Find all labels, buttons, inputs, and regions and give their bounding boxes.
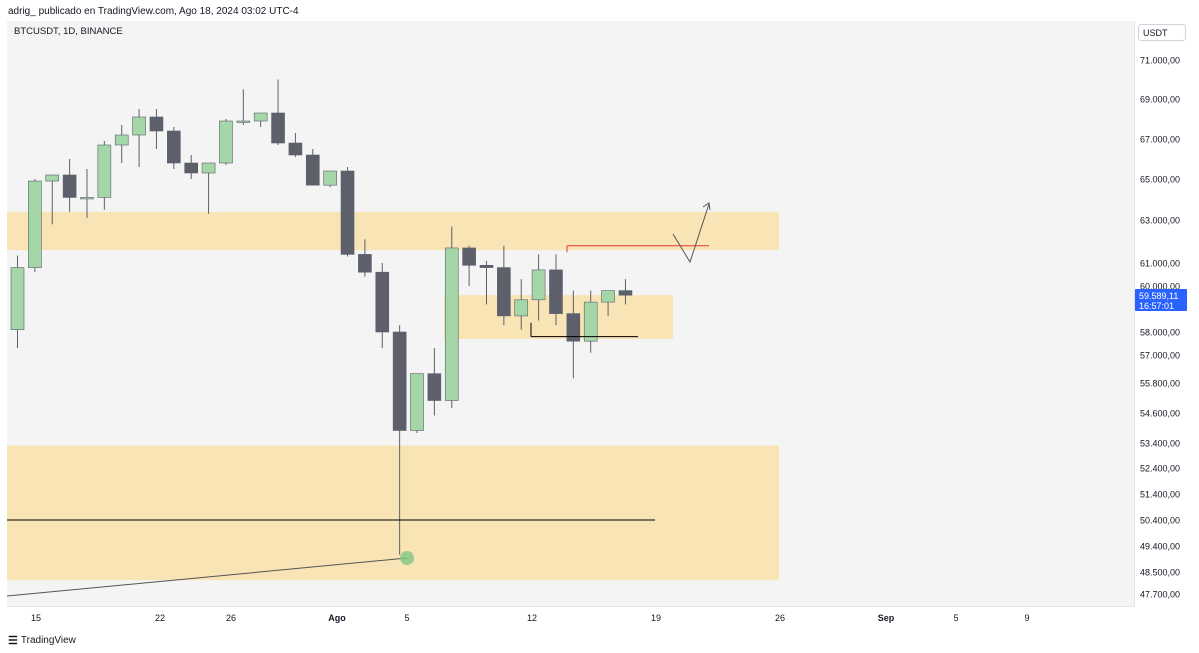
candle-body bbox=[340, 170, 355, 255]
candle-body bbox=[219, 120, 233, 164]
candle-body bbox=[271, 112, 285, 144]
tradingview-footer[interactable]: ☰ TradingView bbox=[8, 634, 76, 647]
candle-body bbox=[201, 162, 216, 174]
candle-body bbox=[184, 162, 198, 174]
time-axis[interactable] bbox=[7, 606, 1134, 629]
candle-body bbox=[392, 331, 407, 431]
candle-body bbox=[132, 116, 146, 136]
candle-body bbox=[444, 247, 459, 401]
candle-body bbox=[80, 197, 94, 200]
candle-body bbox=[358, 254, 372, 273]
candle-body bbox=[427, 373, 442, 401]
candle-body bbox=[167, 130, 181, 164]
candle-body bbox=[45, 174, 60, 182]
projection-path bbox=[672, 203, 710, 264]
candle-body bbox=[305, 154, 320, 186]
candle-body bbox=[601, 290, 615, 303]
candle-body bbox=[462, 247, 476, 266]
candle-body bbox=[97, 144, 112, 198]
publisher-header: adrig_ publicado en TradingView.com, Ago… bbox=[8, 6, 299, 17]
trend-line bbox=[6, 557, 408, 597]
candle-body bbox=[62, 174, 77, 198]
zone-rect bbox=[7, 445, 779, 581]
candle-body bbox=[618, 290, 633, 296]
candle-body bbox=[236, 120, 251, 123]
candle-body bbox=[10, 267, 25, 331]
currency-selector[interactable]: USDT bbox=[1138, 24, 1186, 41]
candle-body bbox=[479, 264, 494, 268]
tradingview-logo-icon: ☰ bbox=[8, 635, 18, 647]
candle-body bbox=[410, 373, 424, 431]
symbol-label: BTCUSDT, 1D, BINANCE bbox=[14, 26, 123, 37]
projection-arrowhead bbox=[702, 202, 711, 211]
candle-body bbox=[323, 170, 337, 186]
candle-body bbox=[375, 271, 390, 333]
candle-body bbox=[549, 269, 563, 314]
candle-body bbox=[114, 134, 129, 146]
candle-body bbox=[566, 313, 581, 342]
price-axis[interactable] bbox=[1134, 21, 1199, 606]
candle-body bbox=[28, 180, 42, 268]
candle-body bbox=[514, 299, 529, 317]
zone-rect bbox=[7, 211, 779, 251]
footer-brand: TradingView bbox=[20, 635, 76, 646]
candle-body bbox=[531, 269, 546, 301]
low-marker bbox=[400, 551, 414, 565]
candle-body bbox=[288, 142, 303, 156]
candle-body bbox=[583, 301, 598, 342]
candle-body bbox=[497, 267, 511, 317]
candle-body bbox=[253, 112, 268, 122]
candle-body bbox=[149, 116, 164, 132]
